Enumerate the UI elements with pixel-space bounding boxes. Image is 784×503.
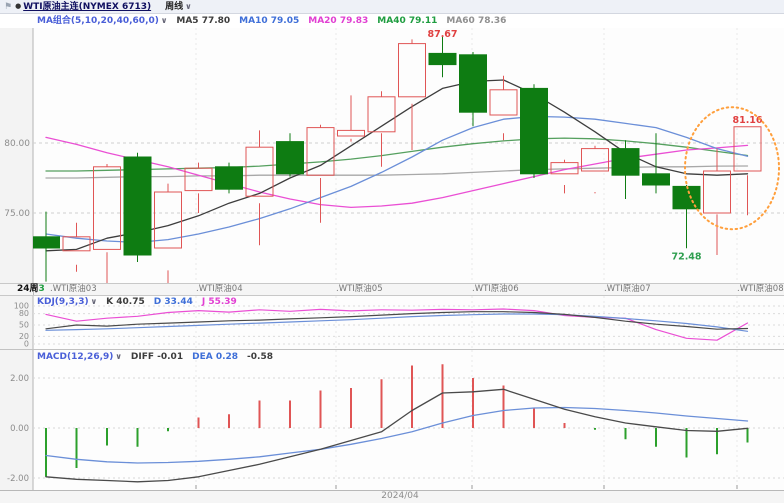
plot-background: [33, 350, 784, 490]
plot-layer: [33, 35, 762, 283]
kdj-j-line: [45, 308, 749, 341]
macd-group-selector[interactable]: MACD(12,26,9) ∨: [37, 352, 122, 362]
title-bar: ⚑ ● WTI原油主连(NYMEX 6713) 周线 ∨: [0, 0, 784, 14]
ma10-line: [45, 115, 749, 244]
pin-flag-icon[interactable]: ⚑: [4, 2, 13, 12]
instrument-bullet-icon: ●: [15, 2, 22, 10]
date-label: 2024/04: [381, 491, 419, 501]
candle-up: [398, 43, 426, 98]
bottom-axis-row: 2024/04: [0, 490, 784, 503]
candle-down: [276, 141, 304, 175]
current-week-label: 24周3: [17, 284, 45, 294]
chevron-down-icon: ∨: [185, 2, 192, 11]
ma-group-selector[interactable]: MA组合(5,10,20,40,60,0) ∨: [37, 16, 167, 26]
x-axis-label: .WTI原油03: [50, 284, 97, 294]
focus-ellipse: [684, 106, 780, 231]
macd-dea-line: [45, 406, 749, 464]
candle-up: [245, 146, 274, 197]
kdj-j-readout: J 55.39: [201, 297, 237, 307]
kdj-tick-label: 0: [24, 340, 29, 349]
kdj-header: KDJ(9,3,3) ∨ K 40.75 D 33.44 J 55.39: [37, 297, 237, 307]
kdj-group-selector[interactable]: KDJ(9,3,3) ∨: [37, 297, 97, 307]
macd-diff-line: [45, 388, 749, 483]
price-tick-label: 75.00: [4, 209, 30, 219]
candle-up: [703, 170, 731, 214]
kdj-d-line: [45, 313, 749, 332]
candle-down: [33, 236, 60, 249]
ma-group-label: MA组合(5,10,20,40,60,0): [37, 16, 159, 26]
macd-tick-label: -2.00: [7, 474, 29, 484]
x-axis-label: .WTI原油04: [196, 284, 243, 294]
chevron-down-icon: ∨: [90, 297, 98, 306]
price-annotation-label: 72.48: [671, 251, 701, 262]
candle-up: [733, 126, 762, 172]
price-tick-label: 80.00: [4, 139, 30, 149]
candle-down: [428, 52, 457, 66]
candle-up: [581, 148, 609, 172]
candle-down: [611, 148, 640, 176]
kdj-tick-label: 100: [14, 302, 29, 311]
candles-layer: [33, 35, 762, 283]
kdj-group-label: KDJ(9,3,3): [37, 297, 89, 307]
kdj-tick-label: 80: [19, 309, 29, 318]
candle-up: [62, 236, 91, 252]
period-selector[interactable]: 周线 ∨: [165, 2, 192, 12]
kdj-tick-label: 50: [19, 321, 29, 330]
macd-indicator-pane[interactable]: 2.00 0.00 -2.00: [0, 350, 784, 490]
x-axis-label: .WTI原油06: [472, 284, 519, 294]
main-candlestick-chart[interactable]: 80.00 75.00 87.67 72.48 81.16: [0, 28, 784, 283]
candle-down: [459, 54, 487, 113]
macd-tick-label: 2.00: [10, 374, 29, 384]
candle-down: [520, 87, 548, 175]
x-axis-label: .WTI原油08: [737, 284, 784, 294]
candle-up: [489, 89, 518, 116]
x-axis-row: 24周3 .WTI原油03 .WTI原油04 .WTI原油05 .WTI原油06 .WT…: [0, 283, 784, 296]
kdj-k-readout: K 40.75: [106, 297, 145, 307]
candle-up: [93, 166, 121, 250]
candle-down: [642, 173, 670, 186]
price-annotation-label: 87.67: [427, 29, 457, 40]
candle-down: [672, 185, 701, 210]
macd-group-label: MACD(12,26,9): [37, 352, 114, 362]
candle-up: [550, 162, 579, 175]
candle-up: [367, 96, 396, 133]
candle-up: [337, 129, 365, 137]
candle-up: [184, 167, 213, 192]
macd-dea-readout: DEA 0.28: [192, 352, 239, 362]
ma40-line: [45, 137, 749, 172]
ma10-readout: MA10 79.05: [239, 16, 300, 26]
macd-hist-readout: -0.58: [247, 352, 273, 362]
x-axis-label: .WTI原油05: [336, 284, 383, 294]
chevron-down-icon: ∨: [160, 16, 168, 25]
candle-up: [154, 191, 182, 249]
ma40-readout: MA40 79.11: [377, 16, 438, 26]
candle-down: [215, 166, 243, 190]
candle-up: [306, 127, 335, 176]
kdj-tick-label: 20: [19, 332, 29, 341]
ma-settings-row: MA组合(5,10,20,40,60,0) ∨ MA5 77.80 MA10 79.0…: [0, 14, 784, 28]
kdj-k-line: [45, 311, 749, 330]
price-annotation-label: 81.16: [732, 115, 762, 126]
kdj-d-readout: D 33.44: [153, 297, 193, 307]
candle-down: [123, 156, 152, 256]
macd-header: MACD(12,26,9) ∨ DIFF -0.01 DEA 0.28 -0.58: [37, 352, 273, 362]
macd-diff-readout: DIFF -0.01: [130, 352, 184, 362]
period-label: 周线: [165, 2, 184, 12]
ma60-readout: MA60 78.36: [446, 16, 507, 26]
chevron-down-icon: ∨: [115, 352, 122, 361]
instrument-title[interactable]: WTI原油主连(NYMEX 6713): [23, 2, 152, 12]
ma20-readout: MA20 79.83: [308, 16, 369, 26]
x-axis-label: .WTI原油07: [604, 284, 651, 294]
macd-tick-label: 0.00: [10, 424, 29, 434]
ma5-readout: MA5 77.80: [176, 16, 231, 26]
axis-divider: [33, 284, 34, 295]
